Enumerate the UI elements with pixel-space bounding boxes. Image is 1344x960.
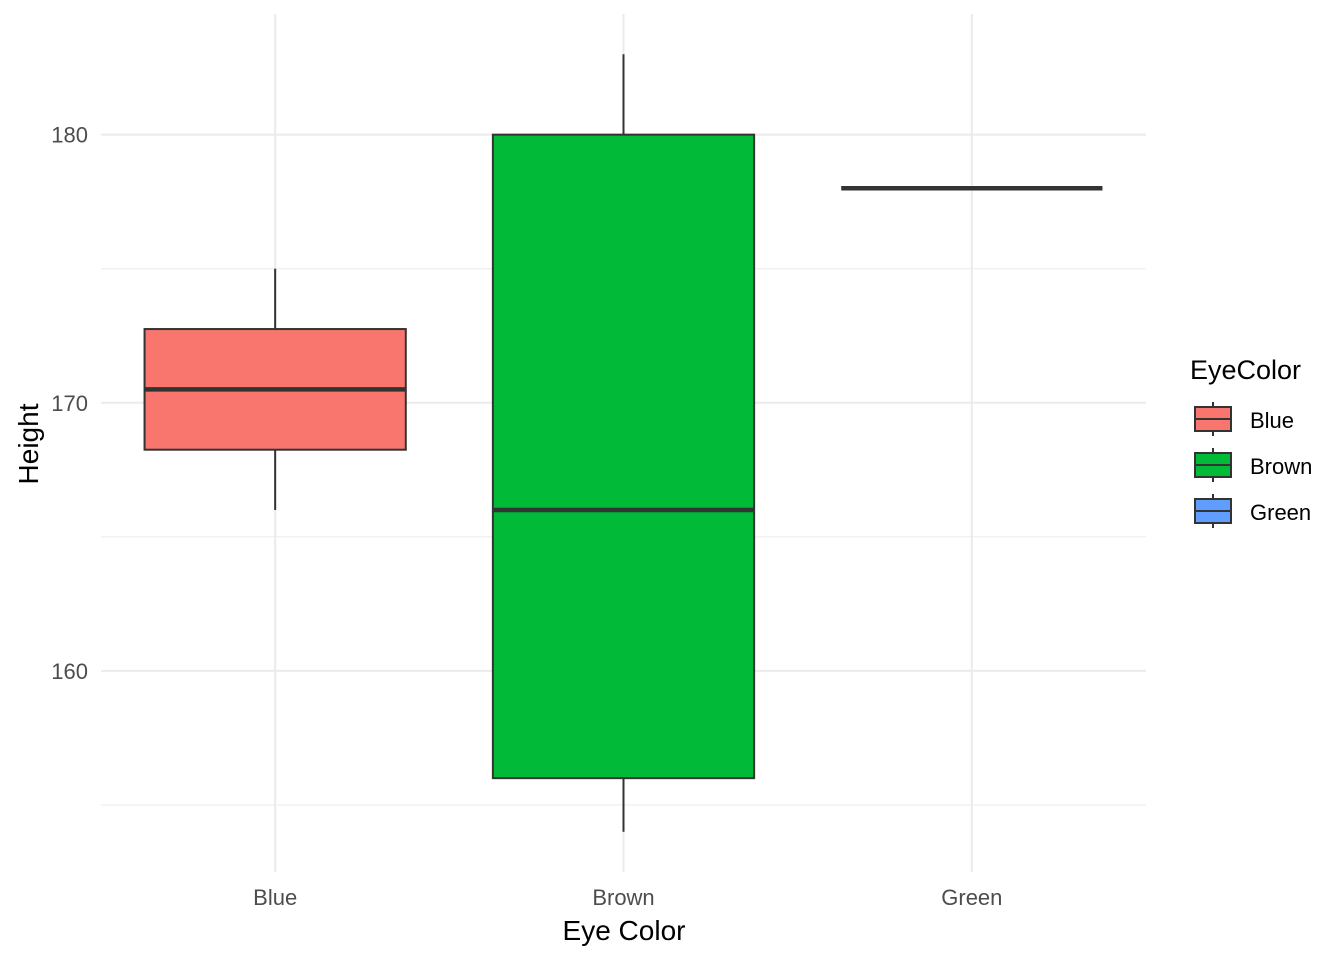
- legend-label: Green: [1250, 500, 1311, 525]
- y-tick-label: 160: [51, 659, 88, 684]
- box-brown: [491, 54, 756, 832]
- legend-entry-brown: Brown: [1194, 448, 1312, 482]
- legend-entry-green: Green: [1194, 494, 1311, 528]
- legend-label: Blue: [1250, 408, 1294, 433]
- x-tick-label: Green: [941, 885, 1002, 910]
- box-blue: [143, 268, 407, 511]
- x-axis-tick-labels: Blue Brown Green: [253, 885, 1002, 910]
- x-tick-label: Blue: [253, 885, 297, 910]
- y-tick-label: 180: [51, 123, 88, 148]
- legend-title: EyeColor: [1190, 355, 1301, 385]
- legend-label: Brown: [1250, 454, 1312, 479]
- y-axis-tick-labels: 160 170 180: [51, 123, 88, 684]
- box-series: [143, 54, 1103, 832]
- box-iqr: [491, 133, 756, 780]
- legend: EyeColor Blue Brown Green: [1190, 355, 1312, 528]
- legend-entry-blue: Blue: [1194, 402, 1294, 436]
- y-axis-title: Height: [13, 403, 44, 484]
- y-tick-label: 170: [51, 391, 88, 416]
- x-axis-title: Eye Color: [563, 915, 686, 946]
- x-tick-label: Brown: [592, 885, 654, 910]
